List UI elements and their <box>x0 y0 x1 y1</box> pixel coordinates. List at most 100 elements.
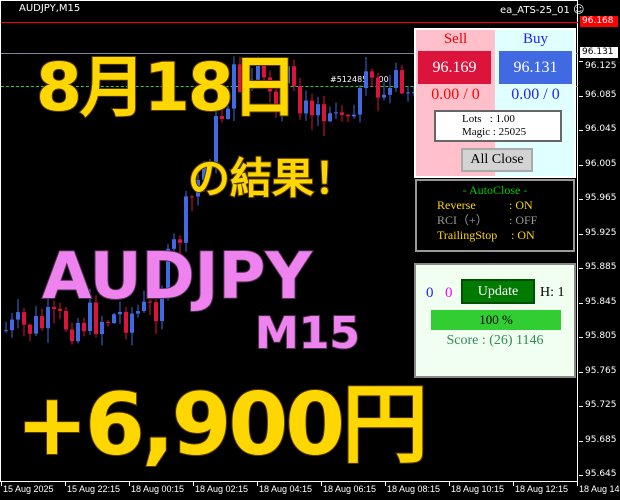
candle-body <box>244 88 248 93</box>
candle-body <box>280 83 284 109</box>
h-label: H: 1 <box>540 285 565 300</box>
time-label: 18 Aug 06:15 <box>323 484 377 494</box>
candle-body <box>124 311 128 333</box>
sell-pl: 0.00 / 0 <box>431 86 480 103</box>
price-label: 95.645 <box>585 469 617 479</box>
count-magenta: 0 <box>445 285 453 301</box>
price-tick <box>579 337 583 338</box>
candle-body <box>358 88 362 115</box>
price-label: 96.005 <box>585 158 617 169</box>
candle-body <box>394 70 398 89</box>
time-tick <box>129 482 130 486</box>
candle-body <box>214 116 218 163</box>
autoclose-row: TrailingStop: ON <box>417 228 573 243</box>
candle-body <box>238 64 242 93</box>
candle-body <box>148 301 152 303</box>
candle-body <box>136 311 140 314</box>
time-tick <box>513 482 514 486</box>
buy-label: Buy <box>522 31 548 47</box>
all-close-button[interactable]: All Close <box>461 148 533 172</box>
candle-body <box>70 329 74 342</box>
price-label: 95.805 <box>585 331 617 341</box>
candle-body <box>304 100 308 114</box>
candle-body <box>10 319 14 331</box>
price-label: 95.965 <box>585 193 617 203</box>
status-panel: 0 0 Update H: 1 100 % Score : (26) 1146 <box>414 263 576 378</box>
time-tick <box>385 482 386 486</box>
order-label: #512485 <box>330 75 368 84</box>
candle-body <box>220 116 224 120</box>
ea-name-text: ea_ATS-25_01 <box>500 5 570 16</box>
candle-body <box>118 311 122 315</box>
candle-body <box>286 66 290 84</box>
candle-body <box>112 314 116 324</box>
candle-body <box>340 112 344 115</box>
sell-label: Sell <box>443 31 468 47</box>
autoclose-row: Reverse : ON <box>417 198 573 213</box>
time-label: 15 Aug 2025 <box>3 484 54 494</box>
update-button[interactable]: Update <box>461 279 535 304</box>
candle-body <box>154 302 158 322</box>
price-label: 95.845 <box>585 296 617 307</box>
candle-body <box>100 321 104 334</box>
autoclose-label: Reverse <box>437 198 476 212</box>
progress-text: 100 % <box>479 312 513 327</box>
time-label: 18 Aug 00:15 <box>131 484 185 494</box>
smiley-face-icon: ☺ <box>573 3 585 16</box>
candle-body <box>388 88 392 95</box>
overlay-date: 8月18日 <box>35 49 299 126</box>
time-tick <box>65 482 66 486</box>
price-label: 96.125 <box>585 61 617 71</box>
time-label: 18 Aug 08:15 <box>387 484 441 494</box>
lots-text: Lots : 1.00 <box>462 113 515 125</box>
price-tick <box>579 130 583 131</box>
candle-body <box>106 321 110 324</box>
candle-body <box>160 295 164 322</box>
candle-body <box>292 66 296 86</box>
candle-body <box>352 114 356 117</box>
autoclose-panel: - AutoClose - Reverse: ON RCI（+）: OFF Trai… <box>415 179 575 252</box>
candle-body <box>190 196 194 198</box>
candle-body <box>226 108 230 120</box>
lots-magic-box: Lots : 1.00 Magic : 25025 <box>434 110 562 142</box>
candle-body <box>322 104 326 122</box>
autoclose-value: : ON <box>511 228 535 242</box>
time-label: 18 Aug 14 <box>579 484 620 494</box>
candle-body <box>130 313 134 333</box>
price-tick <box>579 61 583 62</box>
time-tick <box>577 482 578 486</box>
candle-body <box>52 307 56 310</box>
candle-body <box>88 302 92 332</box>
price-label: 95.725 <box>585 400 617 410</box>
price-label: 95.765 <box>585 365 617 376</box>
candle-body <box>82 322 86 332</box>
price-tick <box>579 440 583 442</box>
bid-line <box>1 53 578 54</box>
time-label: 15 Aug 22:15 <box>67 484 121 494</box>
candle-body <box>376 77 380 98</box>
candle-body <box>178 239 182 243</box>
overlay-timeframe: M15 <box>254 308 361 359</box>
sell-button[interactable]: 96.169 <box>418 51 491 84</box>
time-label: 18 Aug 04:15 <box>259 484 313 494</box>
buy-button[interactable]: 96.131 <box>499 51 572 84</box>
price-tick <box>579 371 583 373</box>
price-tick <box>579 302 583 304</box>
autoclose-value: : ON <box>509 198 533 212</box>
candle-body <box>328 113 332 122</box>
candle-body <box>166 248 170 296</box>
progress-bar: 100 % <box>431 310 561 330</box>
price-tick <box>579 268 583 269</box>
autoclose-row: RCI（+）: OFF <box>417 213 573 228</box>
candle-body <box>16 312 20 320</box>
count-blue: 0 <box>426 285 434 301</box>
price-chart[interactable] <box>0 0 578 482</box>
price-label: 95.885 <box>585 262 617 272</box>
price-tick <box>579 95 583 97</box>
overlay-pair: AUDJPY <box>41 240 313 314</box>
candle-body <box>400 70 404 94</box>
candle-body <box>4 330 8 332</box>
price-tick <box>579 475 583 476</box>
candle-body <box>94 302 98 334</box>
time-tick <box>449 482 450 486</box>
